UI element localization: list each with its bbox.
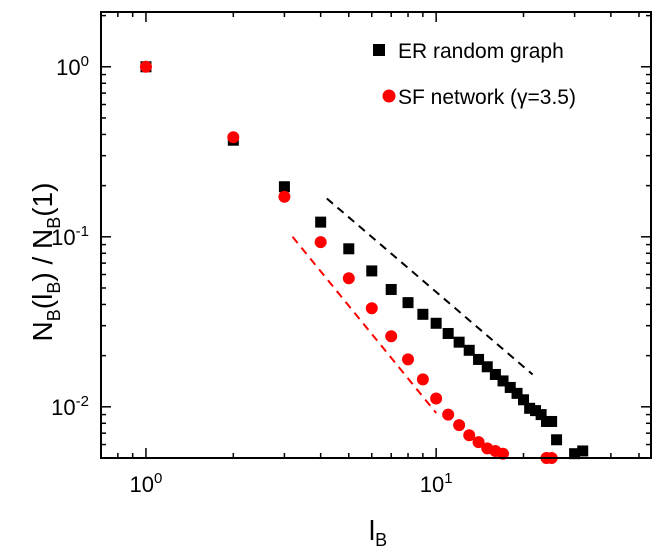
sf-data-point xyxy=(472,436,485,449)
guide-line xyxy=(326,197,534,376)
er-data-point xyxy=(278,181,290,193)
y-label-part: (l xyxy=(27,294,58,310)
legend-label-sf: SF network (γ=3.5) xyxy=(398,86,576,109)
axis-ticks xyxy=(100,12,651,459)
data-markers xyxy=(139,60,589,464)
legend-marker-er xyxy=(373,44,385,56)
er-data-point xyxy=(430,317,442,329)
sf-data-point xyxy=(342,272,355,285)
y-label-part: (1) xyxy=(27,183,58,217)
y-tick-label: 100 xyxy=(56,53,89,80)
sf-data-point xyxy=(139,60,152,73)
guide-lines xyxy=(291,197,534,414)
sf-data-point xyxy=(453,419,466,432)
y-label-sub: B xyxy=(44,217,64,229)
er-data-point xyxy=(524,402,536,414)
sf-data-point xyxy=(278,190,291,203)
guide-line xyxy=(291,236,437,414)
legend-marker-sf xyxy=(382,89,396,103)
y-label-part: N xyxy=(27,321,58,341)
er-data-point xyxy=(417,308,429,320)
y-tick-label: 10-1 xyxy=(51,223,89,250)
x-label-main: l xyxy=(369,515,375,546)
sf-data-point xyxy=(314,236,327,249)
er-data-point xyxy=(481,361,493,373)
y-label-sub: B xyxy=(44,309,64,321)
sf-data-point xyxy=(385,330,398,343)
x-tick-label: 100 xyxy=(130,470,163,497)
er-data-point xyxy=(497,375,509,387)
sf-data-point xyxy=(442,408,455,421)
er-data-point xyxy=(504,381,516,393)
er-data-point xyxy=(535,409,547,421)
sf-data-point xyxy=(416,373,429,386)
sf-data-point xyxy=(402,353,415,366)
x-axis-label: lB xyxy=(369,515,387,546)
er-data-point xyxy=(511,387,523,399)
er-data-point xyxy=(489,368,501,380)
er-data-point xyxy=(530,405,542,417)
er-data-point xyxy=(463,344,475,356)
legend: ER random graph SF network (γ=3.5) xyxy=(373,40,576,109)
y-axis-label: NB(lB) / NB(1) xyxy=(27,183,64,342)
plot-frame xyxy=(100,11,652,459)
er-data-point xyxy=(546,415,558,427)
sf-data-point xyxy=(463,429,476,442)
x-tick-label: 101 xyxy=(420,470,453,497)
er-data-point xyxy=(402,297,414,309)
y-label-sub: B xyxy=(44,282,64,294)
er-data-point xyxy=(577,445,589,457)
er-data-point xyxy=(551,434,563,446)
sf-data-point xyxy=(227,131,240,144)
er-data-point xyxy=(315,216,327,228)
y-tick-label: 10-2 xyxy=(51,393,89,420)
er-data-point xyxy=(473,353,485,365)
sf-data-point xyxy=(365,302,378,315)
er-data-point xyxy=(518,394,530,406)
er-data-point xyxy=(343,243,355,255)
er-data-point xyxy=(385,283,397,295)
sf-data-point xyxy=(430,392,443,405)
x-label-sub: B xyxy=(375,530,387,546)
er-data-point xyxy=(442,327,454,339)
er-data-point xyxy=(366,265,378,277)
er-data-point xyxy=(453,336,465,348)
legend-label-er: ER random graph xyxy=(398,40,564,63)
tick-labels: 100 101 100 10-1 10-2 xyxy=(51,53,452,497)
sf-data-point xyxy=(497,447,510,460)
y-label-part: ) / N xyxy=(27,229,58,282)
